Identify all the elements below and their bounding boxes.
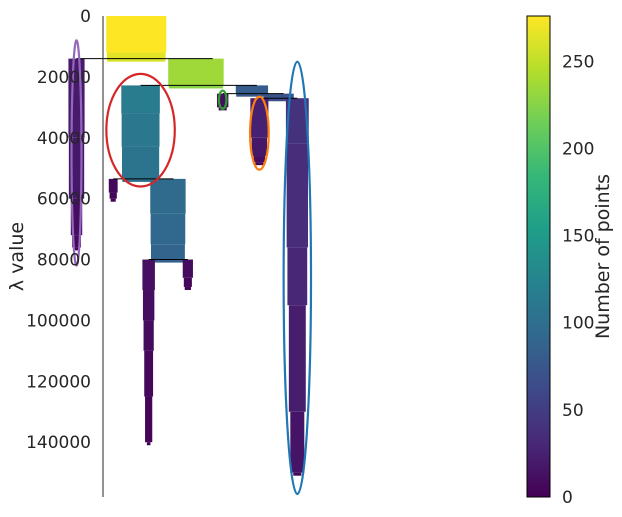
colorbar-tick-label: 250: [562, 52, 594, 72]
colorbar-tick-label: 150: [562, 227, 594, 247]
tree-branch-segment: [251, 137, 268, 157]
selected-cluster-ellipse: [248, 95, 270, 171]
y-tick-label: 80000: [37, 251, 91, 271]
tree-branch-segment: [151, 259, 185, 263]
plot-area: [68, 16, 313, 496]
colorbar-scale: [526, 15, 551, 498]
tree-branch-segment: [121, 146, 160, 179]
tree-branch-segment: [107, 58, 166, 62]
tree-branch-segment: [250, 98, 269, 138]
colorbar-tick-label: 100: [562, 314, 594, 334]
tree-branch-segment: [108, 178, 118, 193]
y-axis: 0 20000 40000 60000 80000 100000 120000 140000: [26, 7, 104, 497]
selected-cluster-ellipse: [217, 89, 228, 110]
tree-branch-segment: [73, 247, 80, 251]
tree-branch-segment: [287, 247, 308, 306]
tree-branch-segment: [263, 98, 294, 102]
tree-branch-segment: [216, 93, 229, 108]
tree-branch-segment: [235, 85, 269, 94]
y-tick-label: 60000: [37, 190, 91, 210]
y-tick-label: 20000: [37, 68, 91, 88]
y-axis-label: λ value: [6, 222, 28, 291]
tree-branch-segment: [236, 93, 268, 97]
y-tick-label: 40000: [37, 129, 91, 149]
tree-branch-segment: [184, 286, 191, 290]
tree-branch-segment: [168, 85, 224, 89]
y-tick-label: 0: [80, 7, 91, 27]
tree-branch-segment: [151, 244, 185, 260]
tree-branch-segment: [183, 277, 192, 287]
tree-branch-segment: [168, 58, 224, 86]
tree-branch-segment: [150, 178, 186, 214]
tree-branch-segment: [146, 442, 151, 446]
tree-branch-segment: [263, 93, 294, 99]
selected-cluster-ellipse: [70, 39, 83, 267]
tree-branch-segment: [253, 156, 266, 163]
tree-branch-segment: [150, 213, 186, 245]
selected-cluster-ellipse: [282, 60, 313, 496]
tree-branch-segment: [290, 411, 305, 473]
tree-branch-segment: [255, 162, 264, 166]
tree-branch-segment: [142, 259, 155, 290]
tree-branch-segment: [293, 472, 302, 476]
tree-branch-segment: [286, 143, 308, 248]
tree-branch-segment: [285, 98, 309, 144]
tree-branch-segment: [70, 198, 83, 236]
tree-branch-segment: [145, 396, 153, 443]
tree-branch-segment: [144, 350, 154, 397]
tree-branch-segment: [143, 320, 154, 351]
tree-branch-segment: [121, 85, 160, 114]
tree-branch-segment: [121, 113, 160, 147]
y-tick-label: 100000: [26, 311, 91, 331]
colorbar-label: Number of points: [592, 174, 614, 339]
tree-branch-segment: [110, 198, 116, 202]
colorbar-tick-label: 50: [562, 401, 584, 421]
tree-branch-segment: [288, 305, 306, 412]
tree-branch-segment: [122, 178, 159, 182]
tree-branch-segment: [109, 192, 117, 199]
selected-cluster-ellipse: [105, 72, 176, 188]
colorbar: 0 50 100 150 200 250: [526, 15, 594, 508]
tree-branch-segment: [106, 16, 167, 53]
colorbar-tick-label: 0: [562, 488, 573, 508]
y-tick-label: 140000: [26, 433, 91, 453]
tree-branch-segment: [72, 235, 81, 248]
tree-branch-segment: [106, 52, 166, 59]
tree-branch-segment: [142, 289, 155, 321]
y-tick-label: 120000: [26, 372, 91, 392]
tree-branch-segment: [182, 259, 193, 278]
colorbar-tick-label: 200: [562, 139, 594, 159]
